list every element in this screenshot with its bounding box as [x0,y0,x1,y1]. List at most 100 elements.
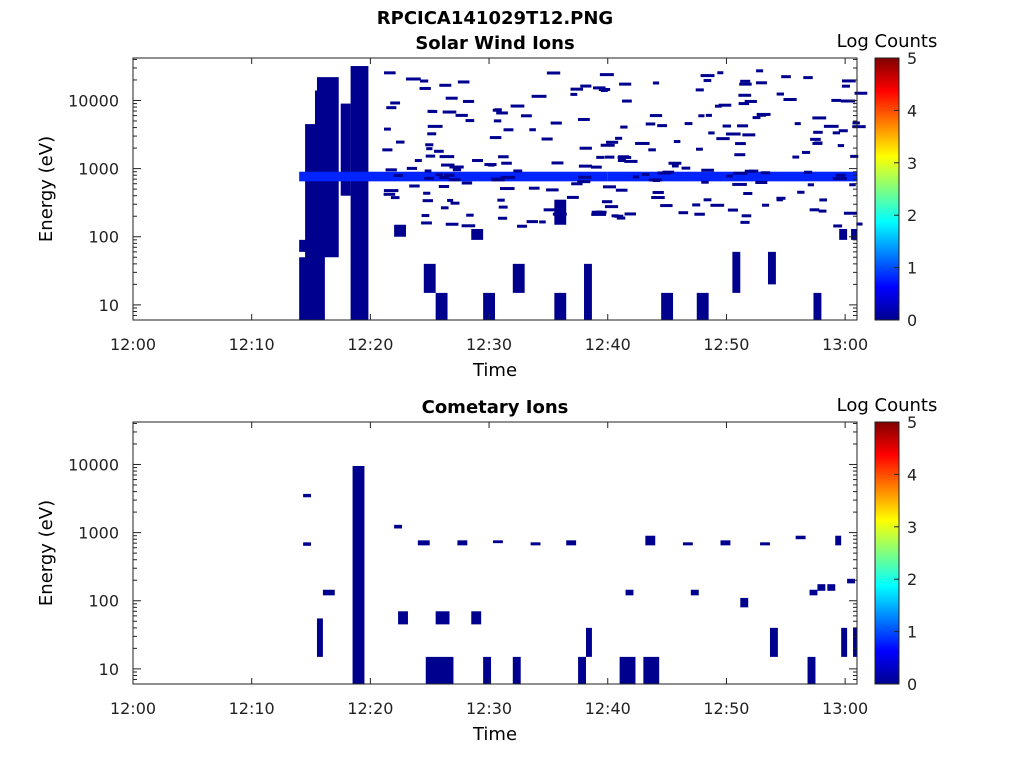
heatmap-cell [734,153,746,157]
heatmap-cell [781,75,791,79]
heatmap-cell [571,182,583,186]
heatmap-cell [497,216,508,220]
heatmap-cell [611,214,619,218]
heatmap-cell [386,106,397,110]
heatmap-cell [427,124,443,128]
heatmap-cell [767,251,776,285]
heatmap-cell [681,166,691,170]
x-tick-label: 12:00 [110,335,156,354]
heatmap-cell [625,589,634,596]
heatmap-cell [439,83,452,87]
heatmap-cell [554,292,567,320]
x-tick-label: 12:10 [229,335,275,354]
heatmap-cell [714,104,722,108]
colorbar-tick-label: 3 [907,518,917,537]
heatmap-cell [717,71,724,75]
heatmap-cell [501,161,512,165]
heatmap-cell [833,224,843,228]
heatmap-cell [602,185,616,189]
heatmap-cell [643,656,660,684]
heatmap-cell [852,121,860,125]
panel-title: Cometary Ions [422,397,569,418]
heatmap-cell [616,216,626,220]
heatmap-cell [316,618,323,657]
heatmap-cell [439,176,450,180]
heatmap-cell [439,155,455,159]
heatmap-cell [632,175,639,179]
heatmap-cell [652,81,660,85]
heatmap-cell [814,141,823,145]
heatmap-cell [849,183,856,187]
heatmap-cell [566,540,577,546]
heatmap-cell [472,159,483,163]
heatmap-cell [384,71,396,75]
heatmap-cell [783,98,797,102]
heatmap-cell [590,165,602,169]
heatmap-cell [442,110,457,114]
x-tick-label: 12:00 [110,699,156,718]
y-axis-label: Energy (eV) [36,500,57,606]
heatmap-cell [490,177,501,181]
heatmap-cell [752,116,761,120]
heatmap-cell [550,121,562,125]
heatmap-cell [421,221,432,225]
heatmap-cell [854,91,868,95]
heatmap-cell [448,178,461,182]
heatmap-cell [492,108,502,112]
y-tick-label: 100 [88,592,119,611]
heatmap-cell [671,164,679,168]
heatmap-cell [546,188,559,192]
heatmap-cell [551,161,564,165]
x-tick-label: 13:00 [822,699,868,718]
heatmap-cell [441,163,455,167]
heatmap-cell [493,119,502,123]
heatmap-cell [600,89,608,93]
heatmap-cell [695,88,704,92]
colorbar-tick-label: 2 [907,570,917,589]
figure-title: RPCICA141029T12.PNG [377,8,613,29]
heatmap-cell [716,137,730,141]
heatmap-cell [678,211,689,215]
colorbar-label: Log Counts [837,31,938,52]
heatmap-cell [809,589,818,596]
heatmap-cell [530,542,541,546]
y-tick-label: 10 [99,660,119,679]
heatmap-cell [831,98,842,102]
heatmap-cell [725,132,741,136]
heatmap-cell [445,222,459,226]
heatmap-cell [421,214,430,218]
y-tick-label: 100 [88,228,119,247]
heatmap-cell [584,263,592,320]
colorbar-label: Log Counts [837,395,938,416]
heatmap-cell [426,147,433,151]
heatmap-cell [832,131,841,135]
heatmap-cell [661,292,674,320]
heatmap-cell [382,148,393,152]
heatmap-cell [705,113,712,117]
plot-frame [132,57,858,321]
heatmap-cell [457,80,470,84]
colorbar-tick-label: 1 [907,259,917,278]
heatmap-cell [809,208,820,212]
heatmap-cell [690,589,699,596]
heatmap-cell [847,578,856,584]
heatmap-cell [708,131,715,135]
heatmap-cell [794,122,801,126]
panel-title: Solar Wind Ions [415,33,574,54]
heatmap-cell [513,169,523,173]
x-tick-label: 12:30 [466,699,512,718]
heatmap-cell [740,79,751,83]
y-axis-label: Energy (eV) [36,136,57,242]
heatmap-cell [720,540,731,546]
heatmap-cell [529,128,536,132]
heatmap-cell [749,169,759,173]
colorbar [874,57,900,321]
heatmap-cell [461,181,473,185]
heatmap-cell [620,125,628,129]
heatmap-cell [435,611,450,625]
heatmap-cell [740,220,750,224]
heatmap-cell [615,136,623,140]
heatmap-cell [744,169,754,173]
heatmap-cell [585,627,592,657]
